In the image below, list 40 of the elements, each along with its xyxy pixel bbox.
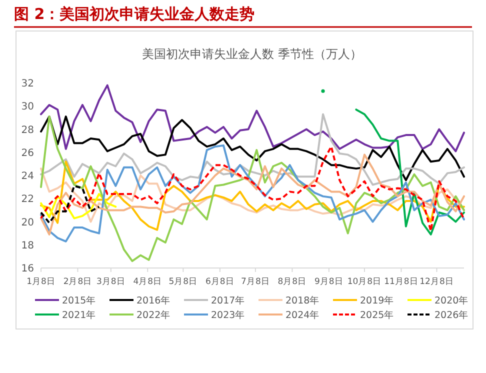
- chart-subtitle: 美国初次申请失业金人数 季节性（万人）: [142, 47, 362, 61]
- y-tick-label: 20: [21, 217, 34, 228]
- x-tick-label: 9月8日: [314, 277, 344, 287]
- legend-label: 2015年: [62, 294, 96, 306]
- x-tick-label: 10月8日: [347, 277, 382, 287]
- y-tick-label: 16: [21, 264, 34, 274]
- legend-label: 2023年: [211, 309, 246, 321]
- legend-label: 2021年: [62, 309, 96, 321]
- x-tick-label: 5月8日: [168, 277, 198, 287]
- x-tick-label: 11月8日: [384, 277, 418, 287]
- legend-label: 2018年: [286, 294, 320, 306]
- y-tick-label: 28: [21, 124, 34, 136]
- legend-label: 2025年: [360, 309, 394, 321]
- x-tick-label: 3月8日: [96, 277, 126, 287]
- y-tick-label: 32: [21, 78, 34, 90]
- y-tick-label: 26: [21, 148, 34, 159]
- x-tick-label: 1月8日: [26, 277, 56, 287]
- legend-label: 2022年: [136, 309, 171, 321]
- x-tick-label: 7月8日: [241, 277, 270, 287]
- line-series: [40, 84, 465, 152]
- x-tick-label: 8月8日: [278, 277, 307, 287]
- legend-label: 2024年: [286, 309, 320, 321]
- y-tick-label: 18: [21, 240, 34, 252]
- line-series: [40, 168, 465, 223]
- line-series: [40, 184, 100, 224]
- y-tick-label: 22: [21, 194, 34, 206]
- legend-label: 2026年: [434, 309, 469, 321]
- legend-label: 2019年: [360, 294, 394, 306]
- line-series: [40, 193, 117, 220]
- line-series: [40, 116, 465, 262]
- x-tick-label: 12月8日: [420, 277, 454, 287]
- legend-label: 2020年: [434, 294, 469, 306]
- legend-label: 2016年: [136, 294, 171, 306]
- chart-title: 图 2：美国初次申请失业金人数走势: [14, 5, 255, 23]
- y-tick-label: 30: [21, 102, 34, 113]
- legend-label: 2017年: [211, 294, 246, 306]
- x-tick-label: 4月8日: [133, 277, 162, 287]
- y-tick-label: 24: [21, 171, 34, 182]
- x-tick-label: 2月8日: [63, 277, 92, 287]
- x-tick-label: 6月8日: [206, 277, 234, 287]
